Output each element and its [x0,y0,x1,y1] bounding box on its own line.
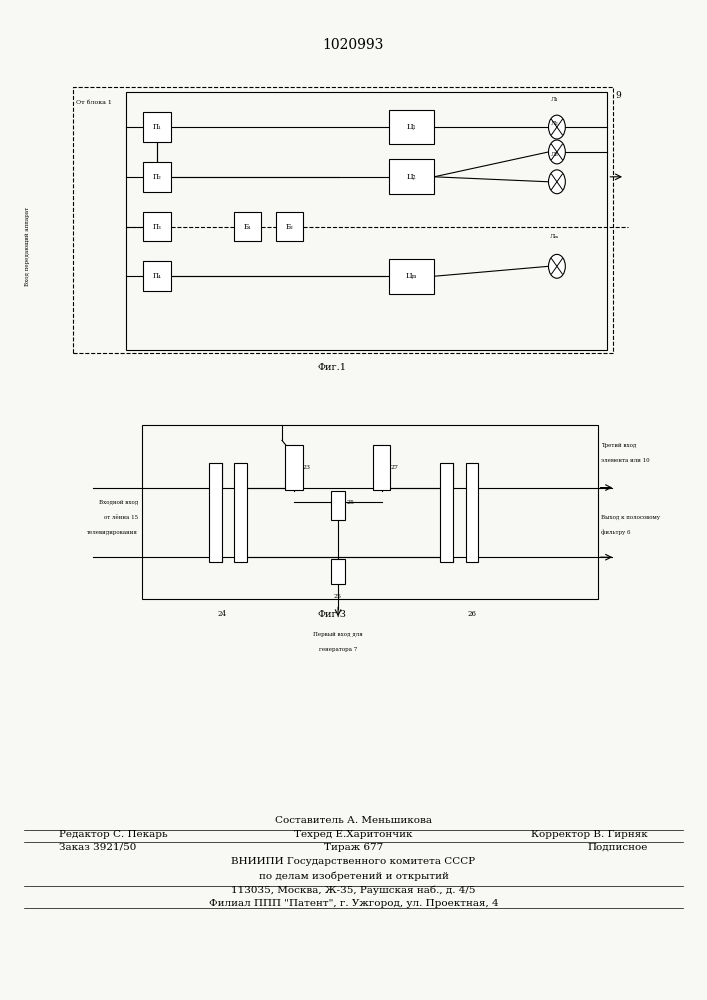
Text: П₂: П₂ [153,173,161,181]
Text: Первый вход для: Первый вход для [313,632,363,637]
Bar [143,162,171,192]
Text: Л₂: Л₂ [551,121,559,126]
Text: От блока 1: От блока 1 [76,100,112,105]
Text: Л₃: Л₃ [551,152,559,157]
Text: 25: 25 [334,594,342,599]
Text: Л₁: Л₁ [551,97,559,102]
Text: Тираж 677: Тираж 677 [324,843,383,852]
Bar [440,463,453,562]
Text: П₃: П₃ [153,223,161,231]
Text: Филиал ППП "Патент", г. Ужгород, ул. Проектная, 4: Филиал ППП "Патент", г. Ужгород, ул. Про… [209,899,498,908]
Text: Корректор В. Гирняк: Корректор В. Гирняк [532,830,648,839]
Circle shape [549,170,566,194]
Text: Техред Е.Харитончик: Техред Е.Харитончик [294,830,413,839]
Text: П₄: П₄ [153,272,161,280]
Bar [389,159,434,194]
Bar [331,559,345,584]
Text: элемента или 10: элемента или 10 [601,458,650,463]
Bar [143,112,171,142]
Text: Фиг.1: Фиг.1 [318,363,347,372]
Bar [143,212,171,241]
Bar [209,463,221,562]
Circle shape [549,254,566,278]
Bar [73,87,613,353]
Text: Входной вход: Входной вход [99,500,138,505]
Text: от лённа 15: от лённа 15 [104,515,138,520]
Text: Лₘ: Лₘ [550,234,559,239]
Text: 1020993: 1020993 [323,38,384,52]
Bar [234,212,261,241]
Text: фильтру 6: фильтру 6 [601,529,631,535]
Text: 26: 26 [467,610,477,618]
Text: Вход передающий аппарат: Вход передающий аппарат [25,207,30,286]
Bar [276,212,303,241]
Text: 24: 24 [217,610,226,618]
Text: Цₘ: Цₘ [406,272,417,280]
Circle shape [549,140,566,164]
Text: по делам изобретений и открытий: по делам изобретений и открытий [259,871,448,881]
Text: Редактор С. Пекарь: Редактор С. Пекарь [59,830,168,839]
Text: П₁: П₁ [153,123,161,131]
Text: 25: 25 [346,500,355,505]
Text: ВНИИПИ Государственного комитета СССР: ВНИИПИ Государственного комитета СССР [231,857,476,866]
Text: телевидирования: телевидирования [87,530,138,535]
Text: 113035, Москва, Ж-35, Раушская наб., д. 4/5: 113035, Москва, Ж-35, Раушская наб., д. … [231,885,476,895]
Bar [331,491,345,520]
Text: Выход к полосовому: Выход к полосовому [601,515,660,520]
Text: 23: 23 [303,465,310,470]
Text: Третий вход: Третий вход [601,443,636,448]
Bar [143,261,171,291]
Text: Б₂: Б₂ [286,223,293,231]
Text: 27: 27 [390,465,398,470]
Text: 9: 9 [616,91,621,100]
Bar [389,110,434,144]
Text: Составитель А. Меньшикова: Составитель А. Меньшикова [275,816,432,825]
Text: Заказ 3921/50: Заказ 3921/50 [59,843,136,852]
Text: Ц₁: Ц₁ [407,123,416,131]
Bar [285,445,303,490]
Bar [466,463,479,562]
Text: Б₁: Б₁ [244,223,252,231]
Text: Фиг.3: Фиг.3 [318,610,347,619]
Bar [373,445,390,490]
Text: Подписное: Подписное [588,843,648,852]
Text: генератора 7: генератора 7 [319,647,357,652]
Bar [126,92,607,350]
Circle shape [549,115,566,139]
Text: Ц₂: Ц₂ [407,173,416,181]
Bar [389,259,434,294]
Bar [234,463,247,562]
Bar [141,425,597,599]
